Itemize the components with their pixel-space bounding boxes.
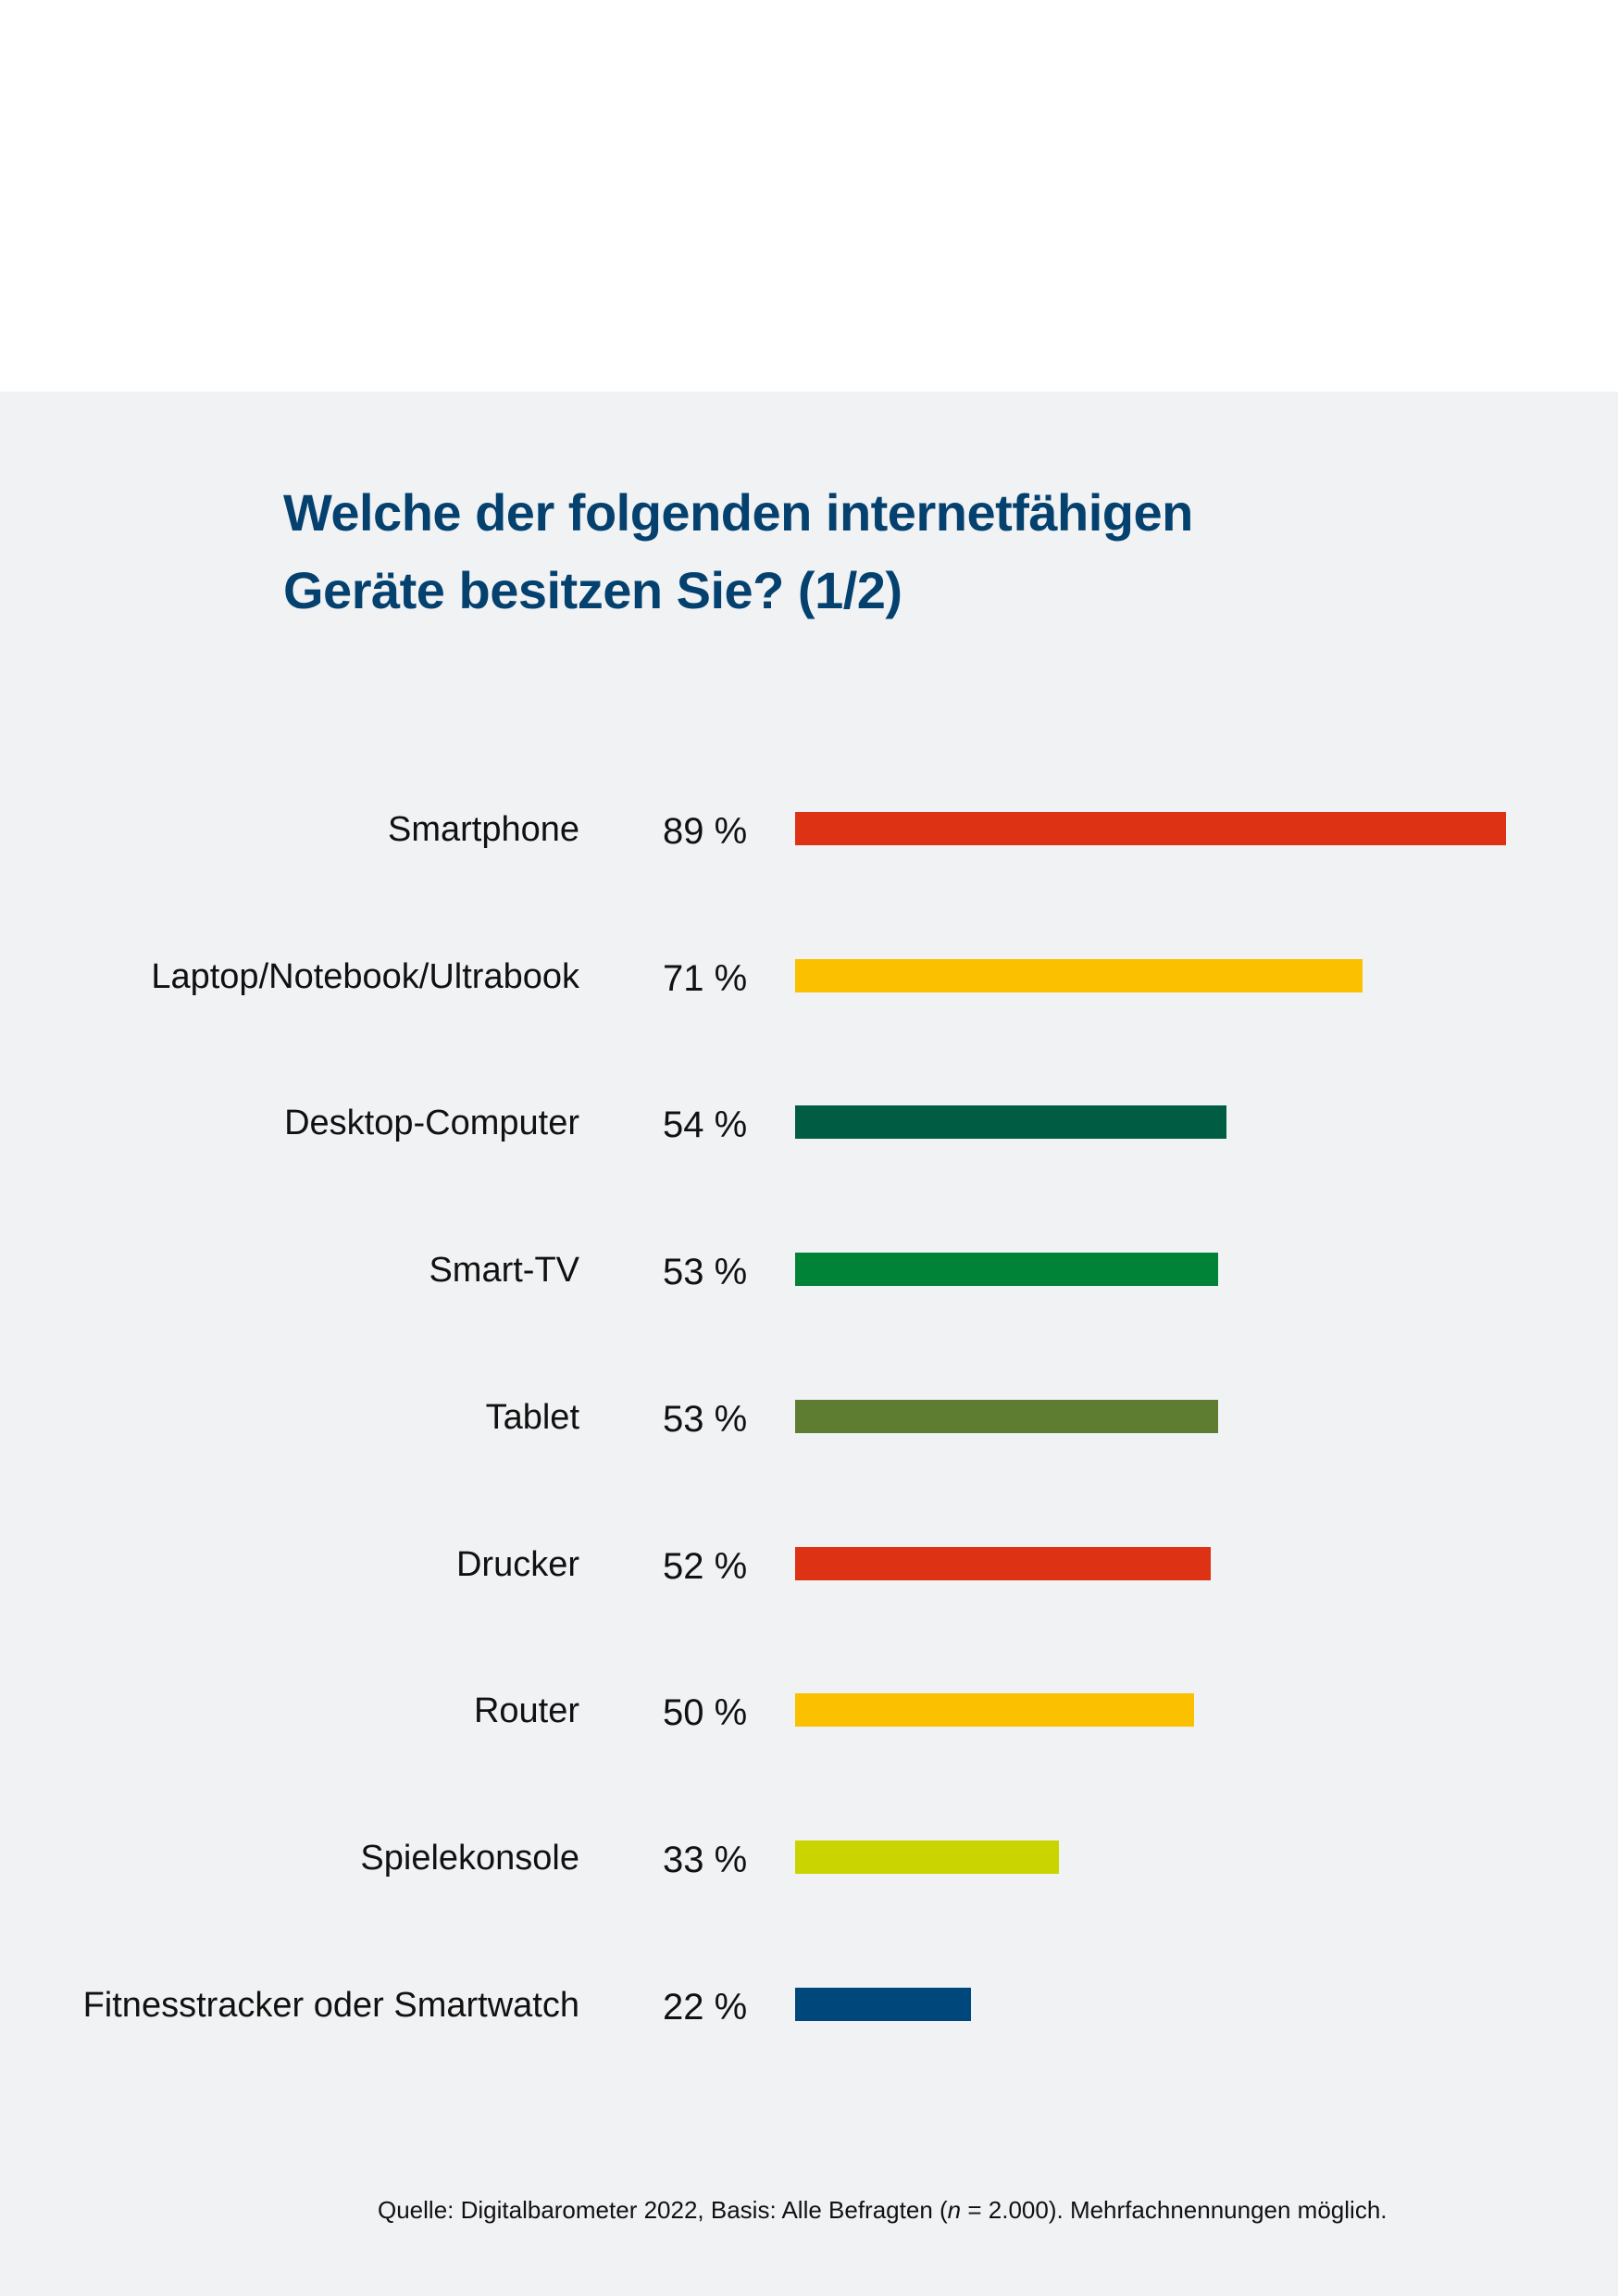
value-label: 54 % [663,1104,748,1146]
bar [795,958,1363,992]
bar-row: Smartphone 89 % [0,802,1618,857]
value-label: 33 % [663,1839,748,1880]
chart-title-line-1: Welche der folgenden internetfähigen [283,483,1193,542]
bar-row: Spielekonsole 33 % [0,1830,1618,1886]
value-label: 22 % [663,1986,748,2028]
source-prefix: Quelle: Digitalbarometer 2022, Basis: Al… [378,2196,948,2224]
value-label: 50 % [663,1692,748,1734]
source-note: Quelle: Digitalbarometer 2022, Basis: Al… [378,2196,1388,2225]
chart-panel [0,392,1618,2296]
bar [795,1399,1219,1433]
category-label: Fitnesstracker oder Smartwatch [82,1985,579,2025]
category-label: Tablet [485,1397,579,1437]
bar-row: Drucker 52 % [0,1537,1618,1592]
value-label: 89 % [663,811,748,852]
category-label: Drucker [455,1544,579,1584]
value-label: 53 % [663,1398,748,1440]
category-label: Laptop/Notebook/Ultrabook [151,956,579,996]
source-suffix: = 2.000). Mehrfachnennungen möglich. [961,2196,1388,2224]
bar [795,1105,1226,1140]
value-label: 71 % [663,957,748,999]
bar [795,1840,1059,1874]
bar-row: Fitnesstracker oder Smartwatch 22 % [0,1978,1618,2033]
category-label: Desktop-Computer [284,1104,579,1143]
bar-row: Laptop/Notebook/Ultrabook 71 % [0,949,1618,1004]
bar-row: Tablet 53 % [0,1390,1618,1445]
source-n-symbol: n [947,2196,962,2224]
category-label: Spielekonsole [360,1838,579,1878]
bar-row: Router 50 % [0,1683,1618,1739]
value-label: 52 % [663,1545,748,1587]
bar [795,1253,1219,1287]
chart-title: Welche der folgenden internetfähigen Ger… [283,474,1301,630]
bar [795,812,1506,845]
bar-row: Desktop-Computer 54 % [0,1095,1618,1151]
category-label: Smartphone [387,810,579,849]
category-label: Router [473,1691,579,1731]
bar [795,1693,1195,1728]
bar [795,1546,1211,1580]
bar [795,1987,971,2021]
bar-row: Smart-TV 53 % [0,1242,1618,1298]
chart-title-line-2: Geräte besitzen Sie? (1/2) [283,561,902,619]
value-label: 53 % [663,1252,748,1293]
category-label: Smart-TV [429,1251,579,1291]
